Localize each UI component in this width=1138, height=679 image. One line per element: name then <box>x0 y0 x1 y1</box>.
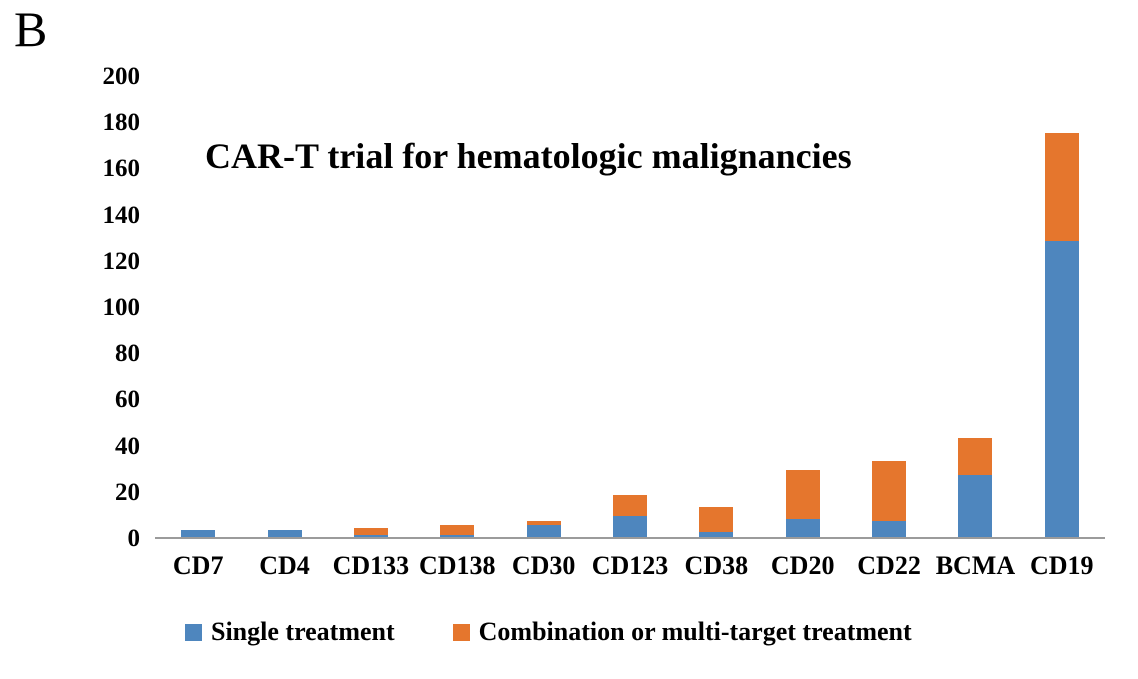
columns: CD7 CD4 CD133 CD138 CD30 CD123 CD38 CD20 CD22 BCM… <box>155 77 1105 580</box>
x-axis-label: CD30 <box>511 551 576 580</box>
stacked-bar-cd4 <box>267 530 302 537</box>
stacked-bar-cd123 <box>612 495 647 537</box>
bar-segment <box>353 527 388 535</box>
y-axis-tick: 80 <box>115 340 140 368</box>
bar-column: CD123 <box>587 77 673 580</box>
legend-swatch-icon <box>452 623 470 641</box>
bar-column: CD30 <box>500 77 586 580</box>
y-axis-tick: 160 <box>102 155 141 183</box>
bar-column: CD38 <box>673 77 759 580</box>
x-axis-label: CD7 <box>172 551 224 580</box>
bar-column: CD7 <box>155 77 241 580</box>
bar-segment <box>267 530 302 537</box>
legend-label: Single treatment <box>211 617 395 646</box>
y-axis-tick: 60 <box>115 386 140 414</box>
bar-segment <box>440 525 475 535</box>
legend-swatch-icon <box>185 623 202 641</box>
x-axis-label: CD138 <box>418 551 496 580</box>
bar-column: CD19 <box>1019 77 1105 580</box>
stacked-bar-cd138 <box>440 525 475 537</box>
chart-title: CAR-T trial for hematologic malignancies <box>205 136 852 176</box>
y-axis-tick: 20 <box>115 478 140 506</box>
y-axis-tick: 200 <box>102 63 141 90</box>
bar-segment <box>612 495 647 517</box>
bar-segment <box>612 516 647 537</box>
x-axis-label: CD133 <box>332 551 410 580</box>
x-axis-label: CD4 <box>259 551 310 580</box>
x-axis-label: CD22 <box>857 551 921 580</box>
legend-item: Single treatment <box>185 617 395 647</box>
stacked-bar-cd20 <box>785 470 820 537</box>
bar-segment <box>440 534 475 537</box>
y-axis: 0 20 40 60 80 100 120 140 160 180 200 <box>0 64 141 551</box>
x-axis-label: BCMA <box>935 551 1016 580</box>
bar-segment <box>1044 241 1079 537</box>
bar-column: BCMA <box>932 77 1018 580</box>
stacked-bar-cd19 <box>1044 132 1079 537</box>
bar-segment <box>699 506 734 533</box>
bar-column: CD22 <box>846 77 932 580</box>
bar-column: CD4 <box>241 77 327 580</box>
bar-segment <box>181 530 216 537</box>
x-axis-label: CD20 <box>770 551 835 580</box>
y-axis-tick: 0 <box>127 525 141 552</box>
bar-segment <box>958 437 993 475</box>
bar-column: CD138 <box>414 77 500 580</box>
legend: Single treatment Combination or multi-tar… <box>185 617 912 647</box>
x-axis-label: CD19 <box>1029 551 1094 580</box>
bar-segment <box>785 518 820 537</box>
y-axis-tick: 180 <box>102 109 141 137</box>
stacked-bar-cd38 <box>699 506 734 537</box>
bar-segment <box>526 525 561 537</box>
bar-segment <box>958 474 993 537</box>
bar-segment <box>785 470 820 519</box>
bar-segment <box>526 520 561 526</box>
y-axis-tick: 120 <box>102 247 141 275</box>
bar-segment <box>872 520 907 537</box>
bar-column: CD20 <box>760 77 846 580</box>
plot-area: CAR-T trial for hematologic malignancies… <box>155 77 1105 580</box>
bar-column: CD133 <box>328 77 414 580</box>
stacked-bar-cd22 <box>872 460 907 537</box>
legend-label: Combination or multi-target treatment <box>478 617 912 646</box>
bar-segment <box>1044 132 1079 242</box>
stacked-bar-bcma <box>958 437 993 537</box>
x-axis-label: CD123 <box>591 551 669 580</box>
bar-segment <box>353 534 388 537</box>
stacked-bar-cd7 <box>181 530 216 537</box>
bar-segment <box>872 460 907 521</box>
legend-item: Combination or multi-target treatment <box>452 617 912 647</box>
stacked-bar-cd133 <box>353 527 388 537</box>
x-axis-label: CD38 <box>684 551 749 580</box>
y-axis-tick: 140 <box>102 201 141 229</box>
y-axis-tick: 100 <box>102 294 141 321</box>
y-axis-tick: 40 <box>115 432 140 460</box>
stacked-bar-cd30 <box>526 520 561 537</box>
bar-segment <box>699 532 734 537</box>
panel-label: B <box>14 1 48 57</box>
